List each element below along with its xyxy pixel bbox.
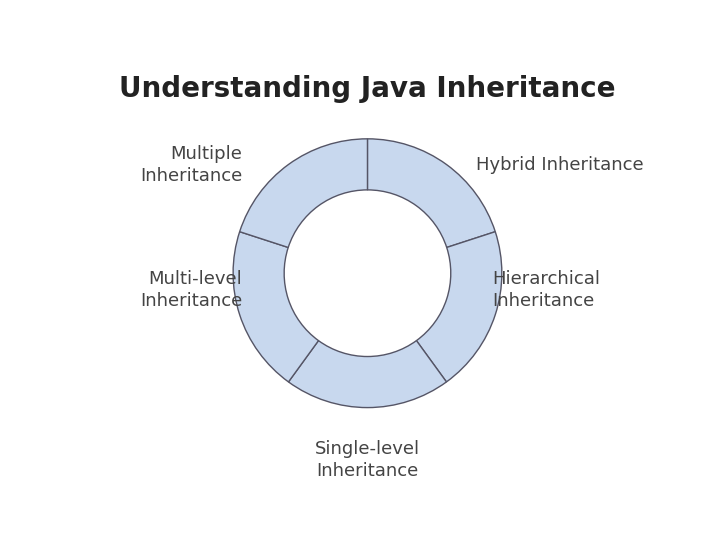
Wedge shape — [239, 139, 367, 247]
Text: Hierarchical
Inheritance: Hierarchical Inheritance — [493, 270, 600, 310]
Text: Understanding Java Inheritance: Understanding Java Inheritance — [119, 75, 616, 103]
Text: Multiple
Inheritance: Multiple Inheritance — [141, 145, 242, 185]
Wedge shape — [233, 232, 318, 382]
Wedge shape — [417, 232, 502, 382]
Text: Multi-level
Inheritance: Multi-level Inheritance — [141, 270, 242, 310]
Wedge shape — [288, 341, 447, 407]
Text: Single-level
Inheritance: Single-level Inheritance — [315, 440, 420, 480]
Text: Hybrid Inheritance: Hybrid Inheritance — [476, 156, 643, 174]
Wedge shape — [367, 139, 495, 247]
